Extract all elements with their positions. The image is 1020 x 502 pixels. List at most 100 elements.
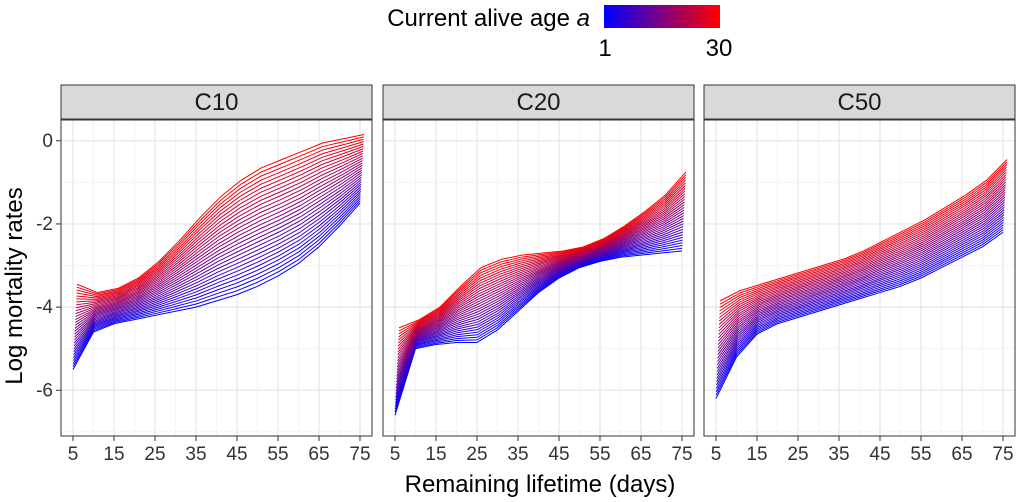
series-line-age-4 xyxy=(394,242,683,407)
x-tick-label: 45 xyxy=(226,444,247,465)
legend: Current alive age a 1 30 xyxy=(387,5,732,62)
series-line-age-6 xyxy=(716,219,1004,382)
legend-max-label: 30 xyxy=(706,35,733,62)
series-line-age-11 xyxy=(716,206,1005,366)
series-line-age-27 xyxy=(398,179,686,338)
series-line-age-16 xyxy=(717,194,1006,349)
panel-border xyxy=(382,119,695,437)
series-line-age-2 xyxy=(715,229,1004,396)
series-line-age-7 xyxy=(395,234,683,398)
series-line-age-28 xyxy=(398,177,687,335)
series-line-age-5 xyxy=(716,221,1004,386)
panel-c50: C50 5 15 25 35 45 55 65 75 xyxy=(703,84,1016,465)
series-line-age-24 xyxy=(718,174,1007,322)
x-tick-label: 5 xyxy=(68,444,79,465)
x-tick-label: 55 xyxy=(267,444,288,465)
series-line-age-2 xyxy=(394,247,683,413)
series-line-age-23 xyxy=(75,150,364,306)
panel-c20: C20 5 15 25 35 45 55 65 75 xyxy=(382,84,695,465)
series-line-age-29 xyxy=(719,161,1008,305)
grid xyxy=(61,120,372,436)
series-line-age-27 xyxy=(76,141,364,298)
x-axis: 5 15 25 35 45 55 65 75 xyxy=(68,436,371,465)
series-line-age-9 xyxy=(73,183,362,347)
series-line-age-13 xyxy=(74,174,362,335)
series-line-age-2 xyxy=(72,200,361,367)
series-line-age-28 xyxy=(76,138,364,296)
legend-title: Current alive age a xyxy=(387,5,590,32)
x-axis: 5 15 25 35 45 55 65 75 xyxy=(711,436,1014,465)
panel-title: C10 xyxy=(194,89,238,116)
y-axis: 0 -2 -4 -6 xyxy=(36,131,61,401)
x-tick-label: 25 xyxy=(466,444,487,465)
series-line-age-5 xyxy=(73,193,361,358)
series-line-age-16 xyxy=(396,209,685,371)
series-line-age-30 xyxy=(76,134,365,294)
x-tick-label: 15 xyxy=(425,444,446,465)
series-line-age-14 xyxy=(74,171,363,332)
x-tick-label: 5 xyxy=(711,444,722,465)
x-tick-label: 15 xyxy=(103,444,124,465)
series-line-age-16 xyxy=(74,167,363,326)
series-line-age-10 xyxy=(395,225,684,389)
series-line-age-24 xyxy=(397,187,686,347)
series-group xyxy=(72,134,365,370)
legend-min-label: 1 xyxy=(598,35,611,62)
x-tick-label: 35 xyxy=(185,444,206,465)
series-line-age-1 xyxy=(715,231,1004,399)
series-line-age-30 xyxy=(719,159,1008,302)
x-tick-label: 45 xyxy=(548,444,569,465)
series-line-age-12 xyxy=(717,204,1005,362)
series-line-age-14 xyxy=(717,199,1006,356)
panel-c10: C10 5 15 25 35 45 55 65 75 xyxy=(60,84,373,465)
y-tick-label: -6 xyxy=(36,380,53,401)
series-line-age-26 xyxy=(76,143,364,299)
panel-border xyxy=(60,119,373,437)
series-line-age-13 xyxy=(396,217,684,380)
series-line-age-8 xyxy=(395,231,684,395)
y-axis-title: Log mortality rates xyxy=(1,187,28,384)
series-line-age-20 xyxy=(75,157,363,315)
series-line-age-20 xyxy=(397,198,685,359)
series-line-age-18 xyxy=(396,204,685,365)
series-line-age-15 xyxy=(396,212,685,374)
x-tick-label: 65 xyxy=(630,444,651,465)
series-line-age-14 xyxy=(396,215,685,377)
series-line-age-19 xyxy=(397,201,685,362)
panel-strip xyxy=(60,84,373,120)
x-tick-label: 65 xyxy=(308,444,329,465)
series-line-age-26 xyxy=(719,169,1007,315)
series-line-age-24 xyxy=(76,148,364,303)
series-line-age-23 xyxy=(397,190,686,350)
series-line-age-18 xyxy=(717,189,1006,342)
series-line-age-25 xyxy=(76,145,364,300)
series-line-age-3 xyxy=(715,226,1004,393)
series-line-age-1 xyxy=(394,250,683,416)
series-line-age-22 xyxy=(718,179,1007,329)
x-tick-label: 25 xyxy=(144,444,165,465)
series-line-age-21 xyxy=(718,181,1007,332)
series-line-age-29 xyxy=(398,174,687,332)
legend-colorbar xyxy=(604,5,720,28)
series-line-age-10 xyxy=(73,181,362,344)
series-line-age-19 xyxy=(718,186,1006,339)
series-line-age-8 xyxy=(716,214,1005,376)
series-line-age-29 xyxy=(76,136,364,295)
series-line-age-19 xyxy=(75,160,363,318)
panel-title: C50 xyxy=(837,89,881,116)
x-axis-title: Remaining lifetime (days) xyxy=(405,471,676,498)
grid xyxy=(383,120,694,436)
x-tick-label: 5 xyxy=(390,444,401,465)
series-line-age-22 xyxy=(397,193,686,353)
series-line-age-15 xyxy=(717,196,1006,352)
series-line-age-11 xyxy=(395,223,684,386)
series-line-age-11 xyxy=(74,179,362,341)
series-line-age-9 xyxy=(395,228,684,392)
series-line-age-6 xyxy=(395,236,683,401)
series-line-age-20 xyxy=(718,184,1006,335)
series-line-age-8 xyxy=(73,186,362,350)
series-line-age-15 xyxy=(74,169,363,329)
x-tick-label: 75 xyxy=(349,444,370,465)
series-line-age-22 xyxy=(75,153,364,309)
